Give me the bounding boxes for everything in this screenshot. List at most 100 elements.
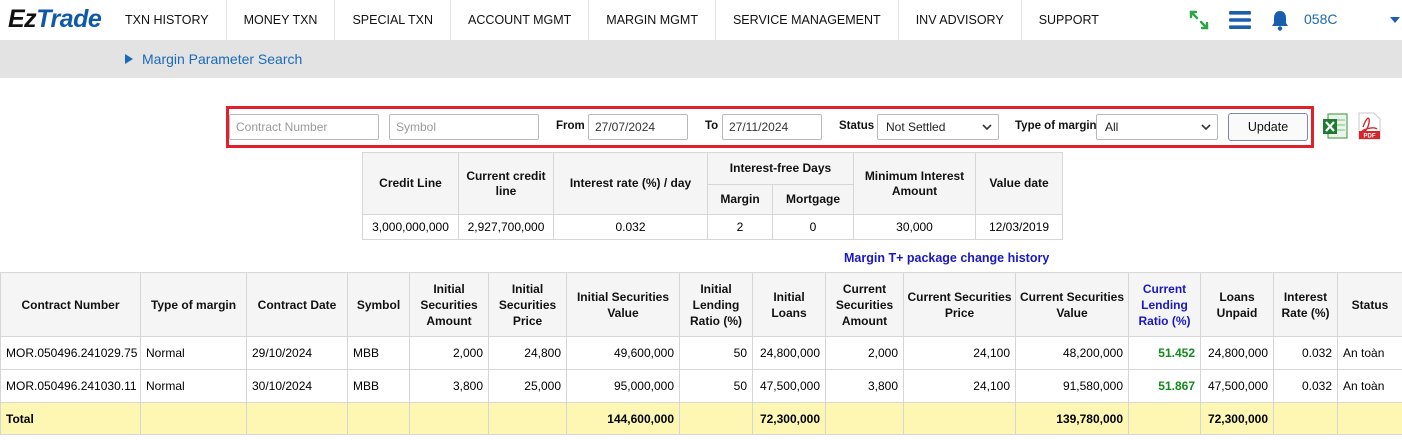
- empty-cell: [1337, 402, 1402, 435]
- header-current-credit-line: Current credit line: [458, 152, 554, 215]
- margin-days-value: 2: [707, 214, 773, 240]
- pdf-export-icon[interactable]: PDF: [1355, 112, 1383, 140]
- menu-money-txn[interactable]: MONEY TXN: [227, 0, 336, 40]
- total-initial-loans: 72,300,000: [752, 402, 826, 435]
- from-date-input[interactable]: [588, 114, 688, 140]
- empty-cell: [140, 402, 247, 435]
- account-selector[interactable]: 058C: [1304, 11, 1338, 27]
- expand-icon[interactable]: [1188, 9, 1210, 31]
- type-of-margin-cell: Normal: [140, 336, 247, 370]
- header-symbol: Symbol: [347, 272, 410, 337]
- empty-cell: [679, 402, 753, 435]
- main-menu: TXN HISTORY MONEY TXN SPECIAL TXN ACCOUN…: [108, 0, 1116, 40]
- header-status: Status: [1337, 272, 1402, 337]
- loans-unpaid-cell: 24,800,000: [1200, 336, 1274, 370]
- symbol-input[interactable]: [389, 114, 539, 140]
- empty-cell: [825, 402, 904, 435]
- bell-icon[interactable]: [1270, 9, 1290, 31]
- page-title: Margin Parameter Search: [142, 51, 303, 67]
- initial-securities-amount-cell: 2,000: [409, 336, 489, 370]
- empty-cell: [1273, 402, 1338, 435]
- current-securities-amount-cell: 3,800: [825, 369, 904, 403]
- to-date-input[interactable]: [722, 114, 822, 140]
- header-contract-number: Contract Number: [0, 272, 141, 337]
- initial-lending-ratio-cell: 50: [679, 369, 753, 403]
- current-lending-ratio-cell: 51.452: [1128, 336, 1201, 370]
- header-initial-securities-value: Initial Securities Value: [566, 272, 680, 337]
- current-securities-amount-cell: 2,000: [825, 336, 904, 370]
- initial-lending-ratio-cell: 50: [679, 336, 753, 370]
- credit-line-value: 3,000,000,000: [362, 214, 459, 240]
- header-initial-lending-ratio: Initial Lending Ratio (%): [679, 272, 753, 337]
- menu-inv-advisory[interactable]: INV ADVISORY: [899, 0, 1022, 40]
- header-contract-date: Contract Date: [246, 272, 348, 337]
- header-minimum-interest: Minimum Interest Amount: [853, 152, 976, 215]
- update-button[interactable]: Update: [1228, 113, 1308, 141]
- empty-cell: [347, 402, 410, 435]
- hamburger-icon[interactable]: [1228, 10, 1252, 30]
- menu-txn-history[interactable]: TXN HISTORY: [108, 0, 227, 40]
- empty-cell: [488, 402, 567, 435]
- header-current-lending-ratio[interactable]: Current Lending Ratio (%): [1128, 272, 1201, 337]
- current-securities-price-cell: 24,100: [903, 336, 1016, 370]
- chevron-down-icon: [982, 124, 992, 131]
- header-loans-unpaid: Loans Unpaid: [1200, 272, 1274, 337]
- header-initial-securities-price: Initial Securities Price: [488, 272, 567, 337]
- minimum-interest-value: 30,000: [853, 214, 976, 240]
- svg-text:PDF: PDF: [1364, 134, 1376, 140]
- menu-account-mgmt[interactable]: ACCOUNT MGMT: [451, 0, 590, 40]
- contract-date-cell: 29/10/2024: [246, 336, 348, 370]
- initial-securities-price-cell: 24,800: [488, 336, 567, 370]
- total-initial-securities-value: 144,600,000: [566, 402, 680, 435]
- status-label: Status: [839, 120, 875, 132]
- menu-service-management[interactable]: SERVICE MANAGEMENT: [716, 0, 899, 40]
- header-interest-rate: Interest Rate (%): [1273, 272, 1338, 337]
- header-mortgage: Mortgage: [772, 184, 854, 215]
- credit-line-table: Credit Line Current credit line Interest…: [362, 152, 1063, 240]
- total-loans-unpaid: 72,300,000: [1200, 402, 1274, 435]
- current-credit-line-value: 2,927,700,000: [458, 214, 554, 240]
- table-row[interactable]: MOR.050496.241029.75 Normal 29/10/2024 M…: [0, 336, 1402, 370]
- empty-cell: [246, 402, 348, 435]
- header-value-date: Value date: [975, 152, 1063, 215]
- empty-cell: [903, 402, 1016, 435]
- margin-package-history-link[interactable]: Margin T+ package change history: [844, 251, 1050, 265]
- table-row[interactable]: MOR.050496.241030.11 Normal 30/10/2024 M…: [0, 369, 1402, 403]
- symbol-cell: MBB: [347, 336, 410, 370]
- total-row: Total 144,600,000 72,300,000 139,780,000…: [0, 402, 1402, 435]
- menu-margin-mgmt[interactable]: MARGIN MGMT: [589, 0, 716, 40]
- header-interest-free-days: Interest-free Days: [707, 152, 854, 185]
- header-current-securities-amount: Current Securities Amount: [825, 272, 904, 337]
- chevron-down-icon: [1201, 124, 1211, 131]
- status-cell: An toàn: [1337, 336, 1402, 370]
- value-date-value: 12/03/2019: [975, 214, 1063, 240]
- current-securities-value-cell: 91,580,000: [1015, 369, 1129, 403]
- mortgage-days-value: 0: [772, 214, 854, 240]
- initial-loans-cell: 24,800,000: [752, 336, 826, 370]
- contract-number-cell: MOR.050496.241030.11: [0, 369, 141, 403]
- header-credit-line: Credit Line: [362, 152, 459, 215]
- header-initial-securities-amount: Initial Securities Amount: [409, 272, 489, 337]
- status-select[interactable]: Not Settled: [877, 114, 999, 140]
- interest-rate-cell: 0.032: [1273, 336, 1338, 370]
- current-securities-price-cell: 24,100: [903, 369, 1016, 403]
- status-cell: An toàn: [1337, 369, 1402, 403]
- excel-export-icon[interactable]: [1322, 112, 1348, 140]
- type-of-margin-select[interactable]: All: [1096, 114, 1218, 140]
- eztrade-logo[interactable]: EzTrade: [8, 5, 102, 33]
- chevron-down-icon[interactable]: [1390, 16, 1400, 24]
- interest-rate-value: 0.032: [553, 214, 708, 240]
- initial-securities-value-cell: 95,000,000: [566, 369, 680, 403]
- symbol-cell: MBB: [347, 369, 410, 403]
- contract-number-input[interactable]: [229, 114, 379, 140]
- contract-date-cell: 30/10/2024: [246, 369, 348, 403]
- table-row: 3,000,000,000 2,927,700,000 0.032 2 0 30…: [362, 214, 1063, 240]
- type-of-margin-cell: Normal: [140, 369, 247, 403]
- contract-number-cell: MOR.050496.241029.75: [0, 336, 141, 370]
- initial-securities-price-cell: 25,000: [488, 369, 567, 403]
- menu-special-txn[interactable]: SPECIAL TXN: [335, 0, 452, 40]
- menu-support[interactable]: SUPPORT: [1038, 13, 1099, 27]
- initial-securities-value-cell: 49,600,000: [566, 336, 680, 370]
- from-label: From: [556, 120, 585, 132]
- total-label: Total: [0, 402, 141, 435]
